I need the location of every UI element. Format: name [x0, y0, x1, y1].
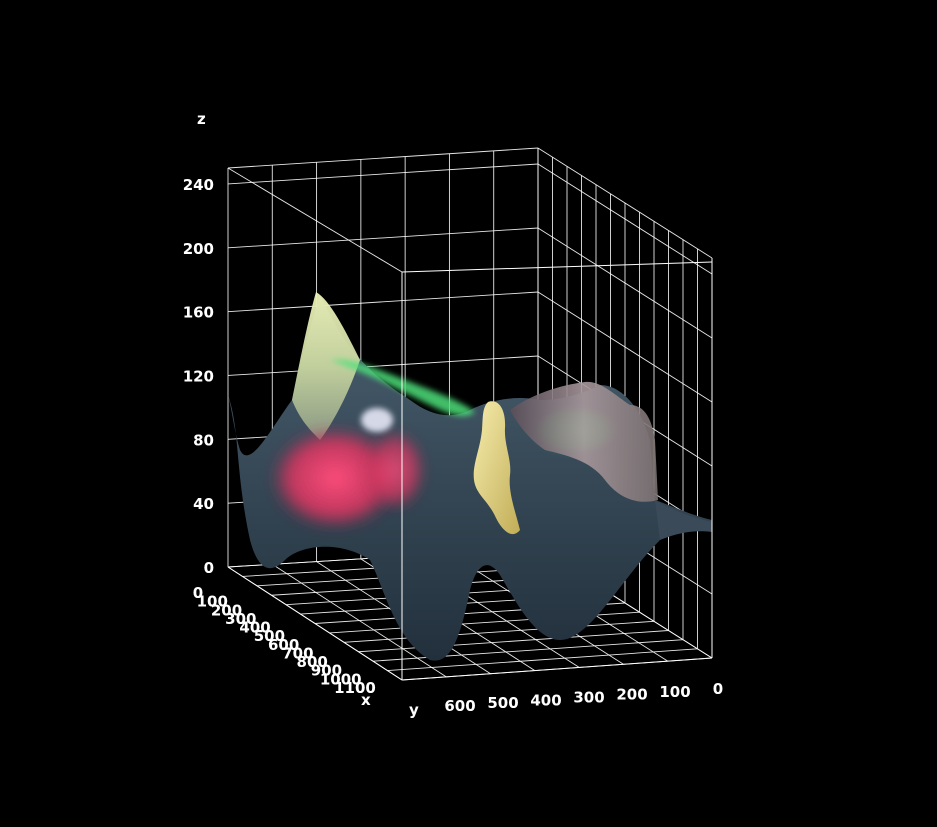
x-tick-label: 800 — [297, 653, 328, 671]
y-tick-label: 600 — [444, 697, 475, 715]
x-tick-label: 100 — [197, 593, 228, 611]
grid-line-z-left-wall — [227, 291, 539, 313]
y-tick-label: 500 — [487, 694, 518, 712]
surface-pink-region-2 — [365, 430, 425, 510]
z-tick-label: 120 — [183, 367, 214, 385]
front-frame — [227, 258, 713, 681]
surface-right-ridge — [510, 381, 658, 502]
x-tick-label: 1000 — [320, 670, 362, 688]
z-tick-label: 80 — [193, 431, 214, 449]
z-axis-label: z — [197, 110, 206, 128]
x-tick-label: 400 — [239, 619, 270, 637]
surface-peak — [292, 292, 360, 440]
z-tick-labels: 0 40 80 120 160 200 240 — [183, 176, 214, 577]
x-tick-label: 0 — [193, 584, 203, 602]
y-tick-label: 200 — [616, 686, 647, 704]
x-tick-label: 1100 — [334, 679, 376, 697]
x-tick-label: 300 — [225, 610, 256, 628]
x-tick-label: 500 — [254, 627, 285, 645]
z-tick-label: 160 — [183, 304, 214, 322]
surface-yellow-feature — [473, 401, 520, 535]
x-tick-label: 200 — [211, 601, 242, 619]
y-tick-label: 100 — [659, 683, 690, 701]
y-tick-label: 400 — [530, 691, 561, 709]
z-tick-label: 0 — [204, 559, 214, 577]
grid-line-z-left-wall — [227, 227, 539, 249]
surface-white-spot — [361, 408, 393, 432]
grid-edge-top-left — [227, 167, 403, 273]
y-tick-label: 0 — [713, 680, 723, 698]
frame-left-bottom — [227, 566, 403, 681]
frame-front-bottom — [401, 657, 713, 681]
frame-front-top — [401, 261, 713, 273]
grid-line-z-left-wall — [227, 147, 539, 169]
surface-right-tail — [655, 500, 712, 540]
grid-line-floor — [343, 620, 655, 643]
x-tick-label: 600 — [268, 636, 299, 654]
x-tick-label: 900 — [311, 662, 342, 680]
x-axis-label: x — [361, 691, 371, 709]
grid-line-floor — [387, 648, 698, 672]
x-tick-label: 700 — [282, 644, 313, 662]
z-tick-label: 40 — [193, 495, 214, 513]
y-tick-labels: 600 500 400 300 200 100 0 — [444, 680, 723, 715]
z-tick-label: 240 — [183, 176, 214, 194]
grid-line-z-left-wall — [227, 163, 539, 185]
grid-line-floor — [358, 630, 669, 653]
grid-line-z-left-wall — [227, 355, 539, 376]
y-axis-label: y — [409, 701, 419, 719]
z-tick-label: 200 — [183, 240, 214, 258]
grid-line-floor — [372, 639, 684, 662]
surface-pink-region — [270, 426, 400, 530]
y-tick-label: 300 — [573, 689, 604, 707]
